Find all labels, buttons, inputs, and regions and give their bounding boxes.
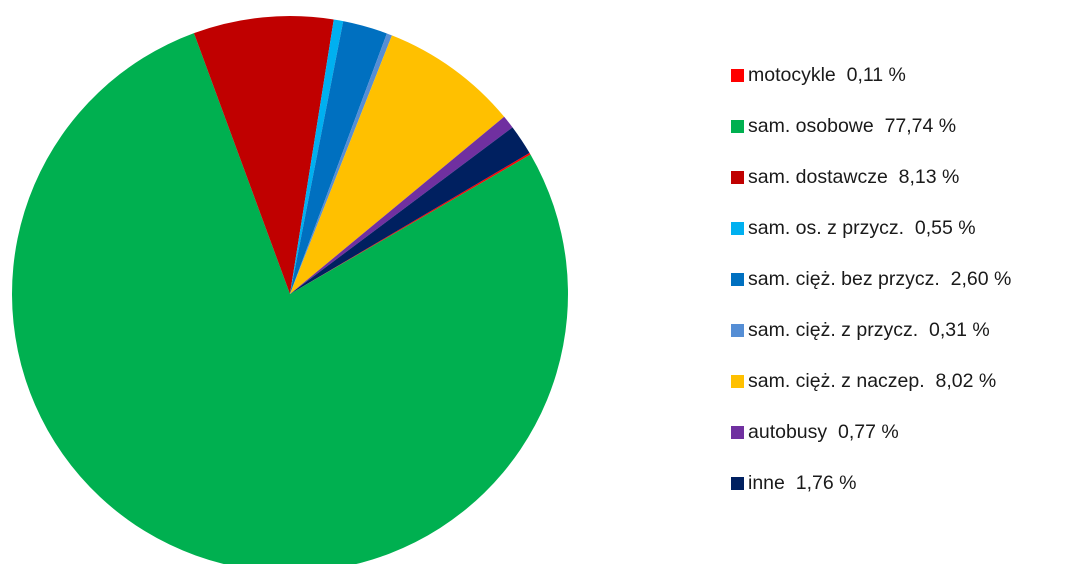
legend-label: sam. os. z przycz. xyxy=(748,217,905,239)
pie-slice-6 xyxy=(290,35,505,295)
legend-value: 2,60 % xyxy=(950,268,1012,290)
legend-label: motocykle xyxy=(748,64,836,86)
legend-item-6: sam. cięż. z naczep. 8,02 % xyxy=(731,356,1011,407)
legend-spacer xyxy=(940,268,951,291)
legend-spacer xyxy=(925,370,936,393)
legend-swatch xyxy=(731,120,744,133)
pie-slice-2 xyxy=(193,16,334,295)
legend-item-4: sam. cięż. bez przycz. 2,60 % xyxy=(731,254,1011,305)
legend-label: sam. cięż. z naczep. xyxy=(748,370,925,392)
legend-spacer xyxy=(918,319,929,342)
legend-item-1: sam. osobowe 77,74 % xyxy=(731,101,1011,152)
legend-spacer xyxy=(785,472,796,495)
legend-value: 0,31 % xyxy=(928,319,990,341)
legend-value: 8,02 % xyxy=(935,370,997,392)
pie-slice-4 xyxy=(290,21,387,294)
legend-item-2: sam. dostawcze 8,13 % xyxy=(731,152,1011,203)
pie-slice-3 xyxy=(290,19,344,294)
legend-swatch xyxy=(731,222,744,235)
legend-swatch xyxy=(731,426,744,439)
chart-legend: motocykle 0,11 % sam. osobowe 77,74 % sam.… xyxy=(731,50,1011,509)
pie-slice-7 xyxy=(290,116,513,294)
legend-spacer xyxy=(827,421,838,444)
legend-value: 0,55 % xyxy=(914,217,976,239)
legend-label: autobusy xyxy=(748,421,828,443)
legend-item-5: sam. cięż. z przycz. 0,31 % xyxy=(731,305,1011,356)
legend-value: 8,13 % xyxy=(898,166,960,188)
legend-spacer xyxy=(888,166,899,189)
legend-label: sam. dostawcze xyxy=(748,166,888,188)
legend-item-0: motocykle 0,11 % xyxy=(731,50,1011,101)
legend-label: sam. cięż. bez przycz. xyxy=(748,268,940,290)
legend-label: sam. cięż. z przycz. xyxy=(748,319,919,341)
legend-value: 1,76 % xyxy=(795,472,857,494)
legend-label: sam. osobowe xyxy=(748,115,874,137)
legend-swatch xyxy=(731,324,744,337)
legend-swatch xyxy=(731,171,744,184)
legend-value: 0,77 % xyxy=(838,421,899,443)
legend-item-8: inne 1,76 % xyxy=(731,458,1011,509)
pie-slice-1 xyxy=(12,33,568,564)
legend-spacer xyxy=(836,64,847,87)
legend-item-7: autobusy 0,77 % xyxy=(731,407,1011,458)
legend-value: 77,74 % xyxy=(884,115,957,137)
legend-label: inne xyxy=(748,472,785,494)
legend-swatch xyxy=(731,477,744,490)
pie-slice-0 xyxy=(290,152,531,294)
legend-spacer xyxy=(904,217,915,240)
legend-swatch xyxy=(731,375,744,388)
legend-value: 0,11 % xyxy=(846,64,906,86)
legend-swatch xyxy=(731,273,744,286)
pie-slice-5 xyxy=(290,33,392,294)
legend-item-3: sam. os. z przycz. 0,55 % xyxy=(731,203,1011,254)
legend-spacer xyxy=(874,115,885,138)
pie-slice-8 xyxy=(290,127,530,294)
legend-swatch xyxy=(731,69,744,82)
